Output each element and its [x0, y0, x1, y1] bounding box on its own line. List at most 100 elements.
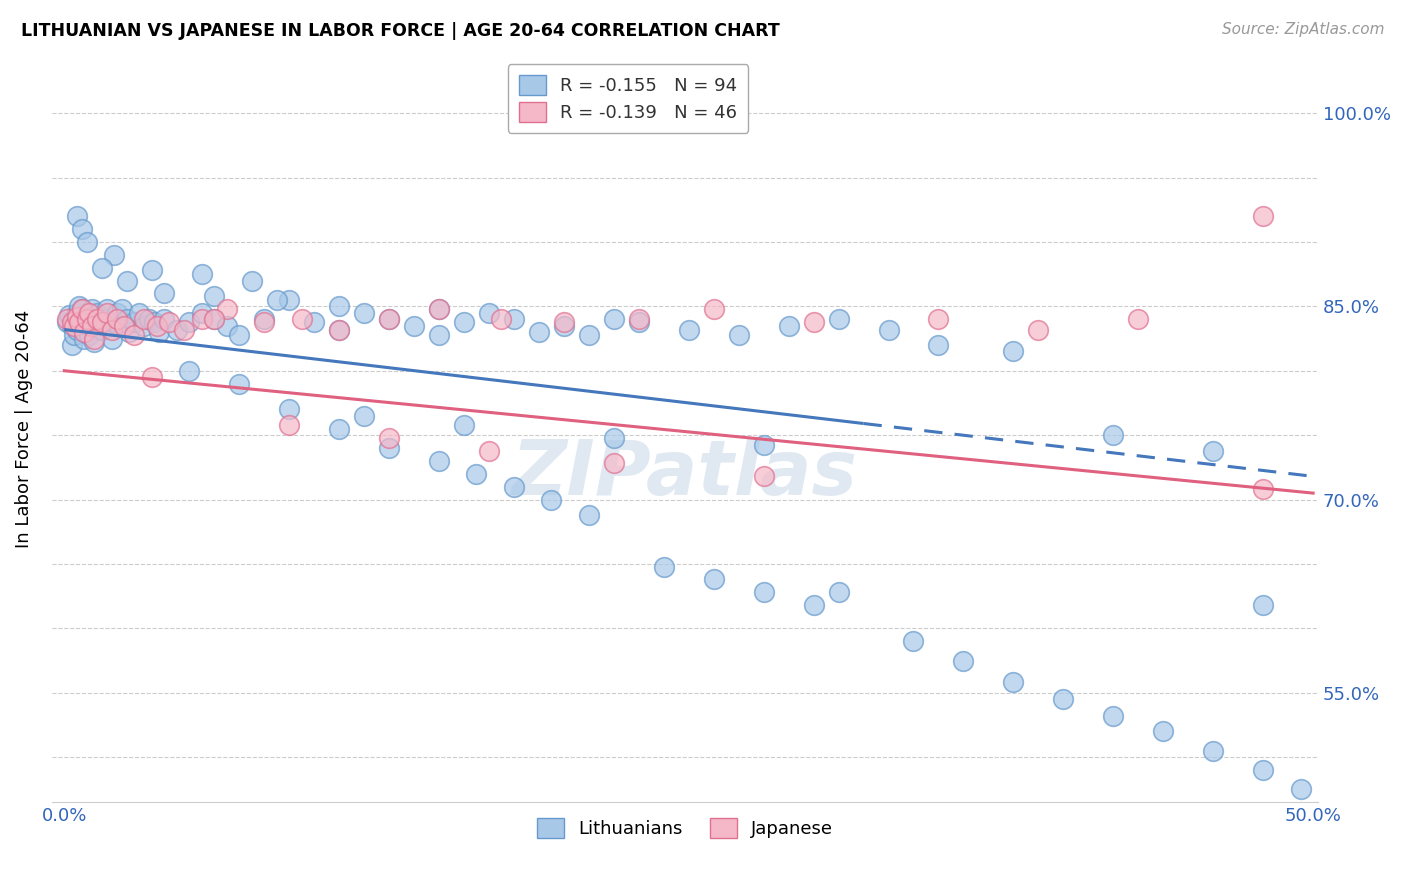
Point	[80, 318, 103, 333]
Point	[1028, 322, 1050, 336]
Point	[1102, 428, 1125, 442]
Point	[153, 312, 176, 326]
Point	[427, 301, 450, 316]
Point	[1002, 344, 1025, 359]
Point	[328, 322, 350, 336]
Point	[903, 634, 925, 648]
Point	[378, 441, 401, 455]
Point	[803, 315, 825, 329]
Point	[827, 312, 849, 326]
Point	[1128, 312, 1150, 326]
Point	[603, 431, 626, 445]
Point	[278, 402, 301, 417]
Point	[578, 327, 600, 342]
Point	[1152, 724, 1174, 739]
Point	[128, 306, 150, 320]
Point	[927, 312, 949, 326]
Point	[108, 318, 131, 333]
Point	[478, 443, 501, 458]
Point	[302, 315, 325, 329]
Point	[148, 325, 170, 339]
Point	[353, 306, 375, 320]
Point	[427, 327, 450, 342]
Point	[1102, 709, 1125, 723]
Point	[173, 322, 195, 336]
Point	[652, 559, 675, 574]
Point	[215, 301, 238, 316]
Point	[145, 318, 167, 333]
Point	[134, 312, 156, 326]
Point	[427, 301, 450, 316]
Point	[60, 318, 83, 333]
Point	[86, 312, 108, 326]
Point	[378, 312, 401, 326]
Point	[703, 573, 725, 587]
Point	[76, 312, 98, 326]
Point	[453, 417, 475, 432]
Point	[453, 315, 475, 329]
Point	[290, 312, 312, 326]
Point	[80, 301, 103, 316]
Point	[253, 315, 276, 329]
Point	[202, 289, 225, 303]
Point	[502, 312, 524, 326]
Point	[70, 222, 93, 236]
Point	[1202, 744, 1225, 758]
Point	[927, 338, 949, 352]
Point	[153, 286, 176, 301]
Legend: Lithuanians, Japanese: Lithuanians, Japanese	[530, 811, 841, 846]
Point	[105, 306, 128, 320]
Point	[77, 327, 100, 342]
Point	[70, 315, 93, 329]
Point	[55, 312, 77, 326]
Point	[73, 325, 96, 339]
Point	[77, 306, 100, 320]
Point	[328, 422, 350, 436]
Point	[190, 306, 212, 320]
Point	[141, 263, 163, 277]
Point	[112, 318, 135, 333]
Point	[553, 318, 575, 333]
Point	[76, 310, 98, 324]
Point	[63, 327, 86, 342]
Point	[228, 376, 250, 391]
Point	[240, 274, 263, 288]
Point	[67, 315, 90, 329]
Point	[752, 585, 775, 599]
Point	[118, 325, 141, 339]
Point	[66, 306, 89, 320]
Point	[141, 370, 163, 384]
Point	[83, 335, 105, 350]
Point	[378, 312, 401, 326]
Point	[76, 235, 98, 249]
Point	[278, 293, 301, 307]
Point	[1202, 443, 1225, 458]
Point	[90, 260, 112, 275]
Point	[952, 654, 974, 668]
Point	[1289, 782, 1312, 797]
Point	[122, 315, 145, 329]
Point	[228, 327, 250, 342]
Point	[627, 315, 650, 329]
Point	[138, 312, 160, 326]
Point	[752, 469, 775, 483]
Point	[502, 480, 524, 494]
Point	[100, 332, 122, 346]
Point	[90, 315, 112, 329]
Point	[1251, 482, 1274, 496]
Point	[202, 312, 225, 326]
Point	[90, 322, 112, 336]
Point	[1251, 598, 1274, 612]
Point	[1251, 209, 1274, 223]
Point	[540, 492, 562, 507]
Point	[86, 312, 108, 326]
Point	[83, 318, 105, 333]
Point	[96, 306, 118, 320]
Point	[67, 299, 90, 313]
Point	[66, 209, 89, 223]
Point	[179, 315, 201, 329]
Point	[827, 585, 849, 599]
Point	[478, 306, 501, 320]
Point	[58, 309, 80, 323]
Point	[115, 312, 138, 326]
